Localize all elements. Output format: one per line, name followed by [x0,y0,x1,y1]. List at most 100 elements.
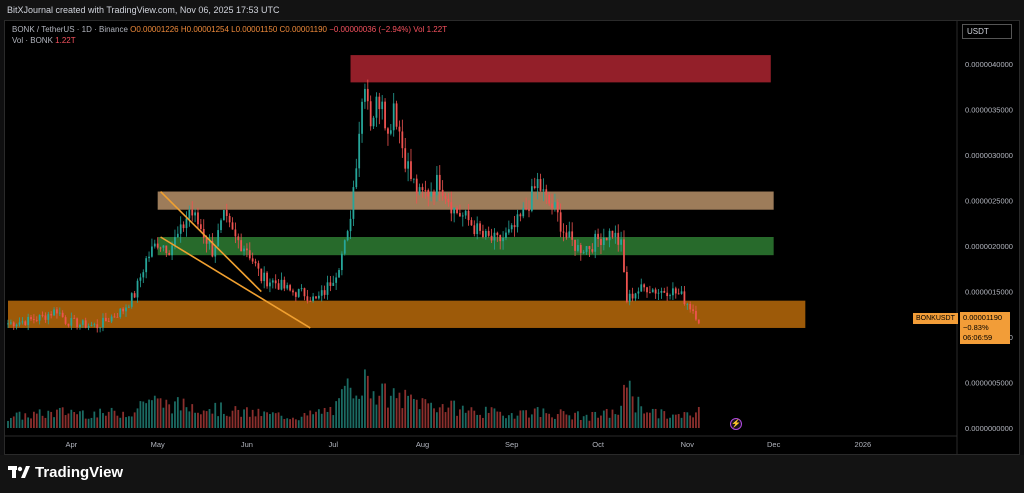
volume-bar [522,410,525,428]
volume-bar [660,409,663,428]
volume-bar [418,409,421,428]
volume-bar [375,404,378,428]
volume-bar [159,398,162,428]
volume-bar [577,411,579,428]
candle-body [536,179,539,189]
volume-bar [142,401,145,428]
volume-bar [588,420,591,428]
candle-body [35,320,38,321]
candle-body [372,117,375,127]
candle-body [545,189,548,195]
volume-bar [243,409,245,428]
volume-bar [188,411,191,428]
candle-body [341,253,343,271]
volume-bar [464,412,467,428]
x-tick-label: Apr [65,440,77,449]
volume-bar [81,410,84,428]
symbol-name[interactable]: BONK / TetherUS · 1D · Binance [12,25,128,34]
volume-bar [90,417,93,428]
event-flag-icon[interactable]: ⚡ [730,418,742,430]
volume-bar [7,420,9,428]
volume-bar [56,409,58,428]
volume-bar [435,412,438,428]
volume-bar [174,401,176,428]
candle-countdown: 06:06:59 [963,333,993,342]
volume-bar [410,394,412,428]
candle-body [556,202,559,213]
volume-bar [666,418,669,428]
currency-selector[interactable]: USDT [962,24,1012,39]
volume-bar [260,416,263,428]
volume-bar [378,395,381,428]
candle-body [401,131,404,149]
candle-body [225,209,228,216]
volume-bar [306,415,309,428]
volume-bar [266,412,268,428]
candle-body [133,293,136,298]
volume-bar [343,385,346,428]
volume-bar [346,378,349,428]
candle-body [473,225,476,235]
candle-body [625,272,628,302]
volume-bar [254,416,257,428]
volume-bar [427,403,430,428]
volume-bar [64,415,67,428]
candle-body [461,215,464,217]
candle-body [447,198,450,203]
volume-bar [404,389,407,428]
volume-bar [579,420,582,428]
candle-body [424,189,427,191]
volume-bar [582,416,585,428]
candle-body [332,282,335,286]
candle-body [352,187,355,219]
volume-indicator-name[interactable]: Vol · BONK [12,36,53,45]
candle-body [33,319,35,321]
volume-bar [692,417,694,428]
volume-bar [637,396,640,428]
candle-body [366,88,369,102]
x-tick-label: Dec [767,440,781,449]
candle-body [174,237,176,246]
tradingview-logo[interactable]: TradingView [8,464,123,481]
volume-bar [444,412,447,428]
candle-body [510,225,513,230]
candle-body [67,323,70,326]
candle-body [76,318,78,328]
volume-bar [505,418,507,428]
candle-body [614,232,617,238]
candle-body [73,317,76,319]
candle-body [93,324,96,326]
candle-body [185,218,188,229]
candle-body [194,212,196,216]
candle-body [171,245,173,256]
volume-bar [139,401,142,428]
volume-bar [332,415,335,428]
candle-body [358,133,361,169]
candle-body [412,178,415,180]
volume-bar [128,416,130,428]
volume-bar [211,413,214,428]
volume-bar [608,417,611,428]
volume-bar [79,411,81,428]
candle-body [162,245,165,248]
volume-bar [683,412,686,428]
volume-bar [231,410,234,428]
x-tick-label: 2026 [855,440,872,449]
volume-bar [657,418,660,428]
candle-body [27,317,30,326]
candle-body [234,229,237,237]
volume-bar [438,407,441,428]
volume-legend: Vol · BONK 1.22T [12,36,76,45]
open-value: O0.00001226 [130,25,179,34]
candle-body [335,277,338,283]
volume-bar [441,404,444,428]
y-tick-label: 0.0000005000 [965,379,1013,388]
candle-body [208,240,211,244]
candle-body [680,291,683,294]
volume-bar [525,410,528,428]
volume-bar [341,389,343,428]
volume-bar [110,407,113,428]
volume-bar [320,413,323,428]
volume-bar [697,406,700,428]
